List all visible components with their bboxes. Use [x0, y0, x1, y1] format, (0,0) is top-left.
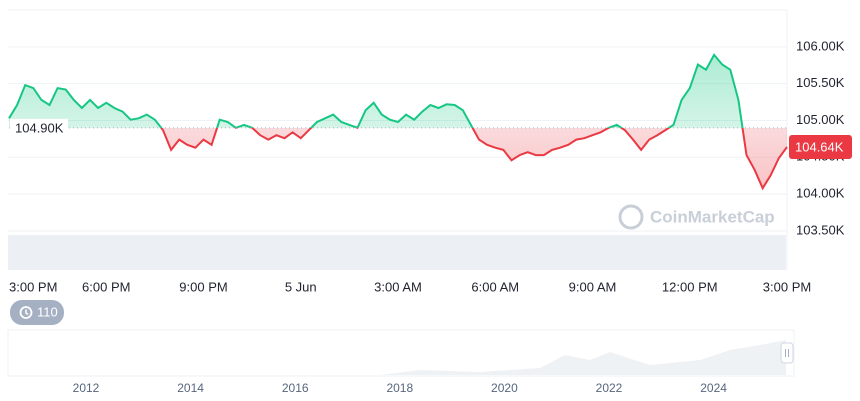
x-tick-label: 3:00 PM [763, 279, 811, 294]
x-tick-label: 6:00 PM [82, 279, 130, 294]
x-tick-label: 9:00 PM [179, 279, 227, 294]
x-tick-label: 6:00 AM [471, 279, 519, 294]
navigator-year: 2016 [282, 381, 309, 395]
x-tick-label: 3:00 PM [9, 279, 57, 294]
x-tick-label: 3:00 AM [374, 279, 422, 294]
area-up [9, 54, 787, 128]
y-tick-label: 103.50K [796, 222, 845, 237]
x-tick-label: 12:00 PM [662, 279, 718, 294]
line-down [159, 127, 788, 191]
navigator-year: 2012 [73, 381, 100, 395]
navigator-year: 2020 [491, 381, 518, 395]
history-badge[interactable]: 110 [10, 300, 64, 325]
last-value-label: 104.64K [795, 139, 844, 154]
navigator-year: 2024 [700, 381, 727, 395]
y-tick-label: 104.00K [796, 186, 845, 201]
x-tick-label: 5 Jun [285, 279, 317, 294]
watermark: CoinMarketCap [618, 204, 775, 230]
last-value-badge [789, 134, 852, 159]
reference-label-bg [10, 118, 68, 137]
navigator-year: 2022 [596, 381, 623, 395]
volume-band [8, 235, 786, 270]
y-tick-label: 105.00K [796, 112, 845, 127]
badge-text: 110 [37, 304, 58, 319]
navigator-year: 2018 [386, 381, 413, 395]
navigator-year: 2014 [177, 381, 204, 395]
navigator[interactable] [7, 329, 795, 377]
x-tick-label: 9:00 AM [569, 279, 617, 294]
reference-label: 104.90K [15, 120, 64, 135]
y-tick-label: 106.00K [796, 38, 845, 53]
y-tick-label: 105.50K [796, 75, 845, 90]
watermark-text: CoinMarketCap [650, 207, 775, 226]
line-up [8, 53, 744, 128]
